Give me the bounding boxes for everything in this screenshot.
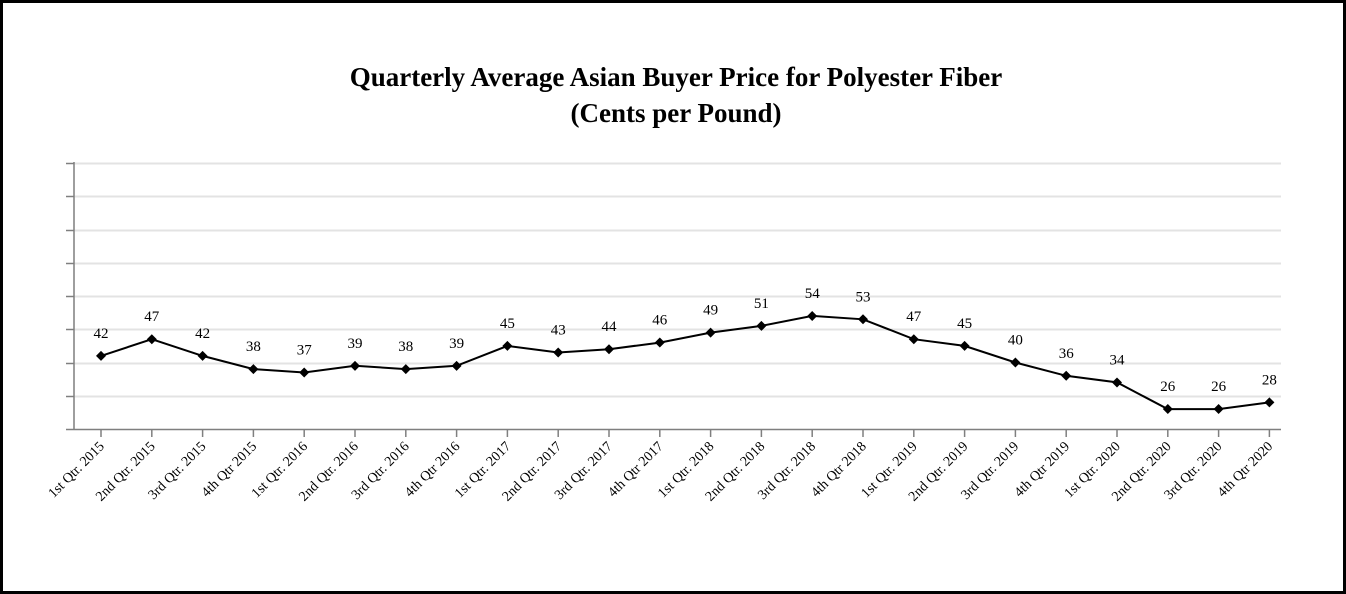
data-point-marker [705,327,716,338]
data-point-marker [248,364,259,375]
data-label: 53 [856,289,871,305]
data-label: 51 [754,296,769,312]
data-label: 54 [805,286,821,302]
series-line [100,314,1270,411]
data-point-marker [350,360,360,371]
chart-title: Quarterly Average Asian Buyer Price for … [349,62,1003,92]
data-point-marker [654,337,665,348]
data-point-marker [1061,370,1072,381]
data-point-marker [756,320,767,331]
data-label: 39 [348,336,363,352]
data-point-marker [96,350,106,361]
data-point-marker [553,347,564,358]
data-point-marker [959,340,970,351]
data-point-marker [1162,404,1173,415]
x-tick-label: 4th Qtr 2020 [1215,439,1276,500]
data-label: 46 [652,313,668,329]
data-point-marker [197,350,208,361]
chart-subtitle: (Cents per Pound) [570,98,782,128]
data-label: 39 [449,336,464,352]
data-point-marker [858,314,868,325]
data-label: 47 [144,309,160,325]
data-label: 36 [1059,346,1075,362]
data-label: 40 [1008,333,1023,349]
data-point-marker [1213,404,1224,415]
data-label: 38 [246,339,261,355]
data-label: 47 [906,309,922,325]
data-point-marker [400,364,411,375]
data-point-marker [908,334,919,345]
data-label: 26 [1160,379,1176,395]
data-label: 34 [1110,352,1126,368]
data-label: 37 [297,342,313,358]
data-point-marker [1010,357,1021,368]
data-label: 45 [500,316,515,332]
data-point-marker [502,340,513,351]
data-label: 45 [957,316,972,332]
data-point-marker [604,344,614,355]
data-label: 44 [602,319,618,335]
data-point-marker [146,334,157,345]
data-point-marker [807,310,818,321]
data-label: 49 [703,303,718,319]
data-label: 38 [398,339,413,355]
data-label: 42 [94,326,109,342]
data-point-marker [299,367,310,378]
data-label: 26 [1211,379,1227,395]
data-point-marker [451,360,462,371]
chart-title-block: Quarterly Average Asian Buyer Price for … [3,59,1346,131]
data-label: 28 [1262,372,1277,388]
data-label: 42 [195,326,210,342]
data-point-marker [1112,377,1122,388]
data-label: 43 [551,323,566,339]
data-point-marker [1264,397,1275,408]
